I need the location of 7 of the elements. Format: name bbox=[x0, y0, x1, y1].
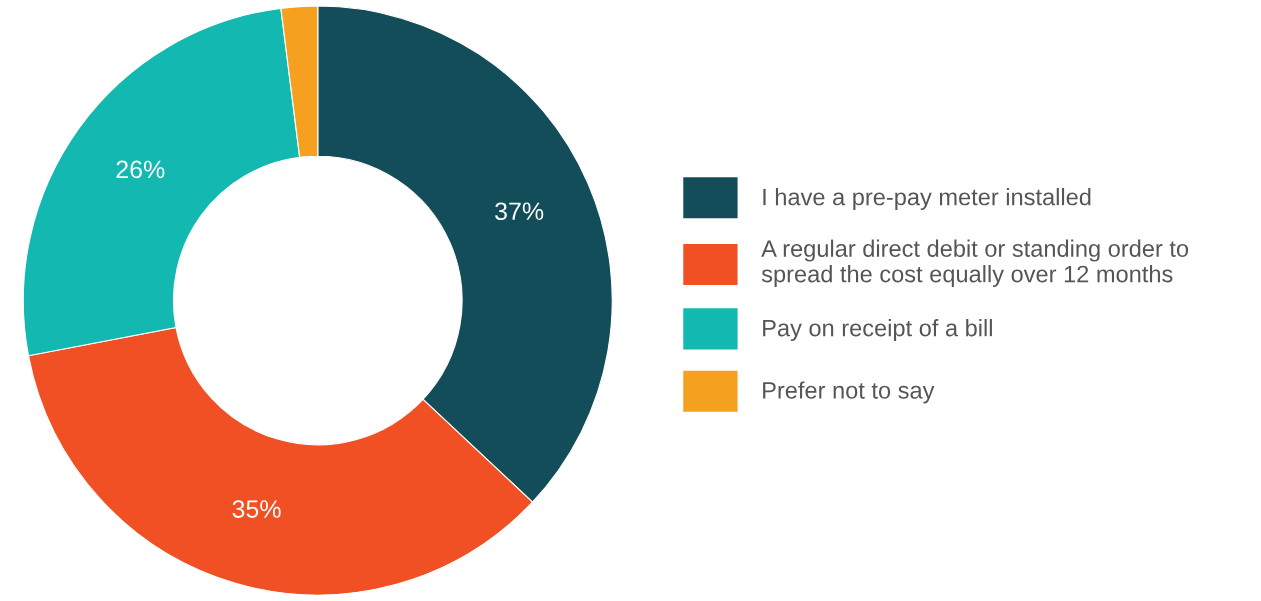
data-label: 37% bbox=[495, 202, 544, 221]
legend-label: Pay on receipt of a bill bbox=[763, 319, 992, 342]
data-label: 35% bbox=[232, 500, 281, 518]
legend-label: I have a pre-pay meter installed bbox=[763, 188, 1091, 211]
legend-label: A regular direct debit or standing order to spread the cost equally over 12 months bbox=[761, 239, 1189, 288]
data-label: 26% bbox=[116, 160, 165, 179]
legend-label: Prefer not to say bbox=[763, 381, 935, 404]
